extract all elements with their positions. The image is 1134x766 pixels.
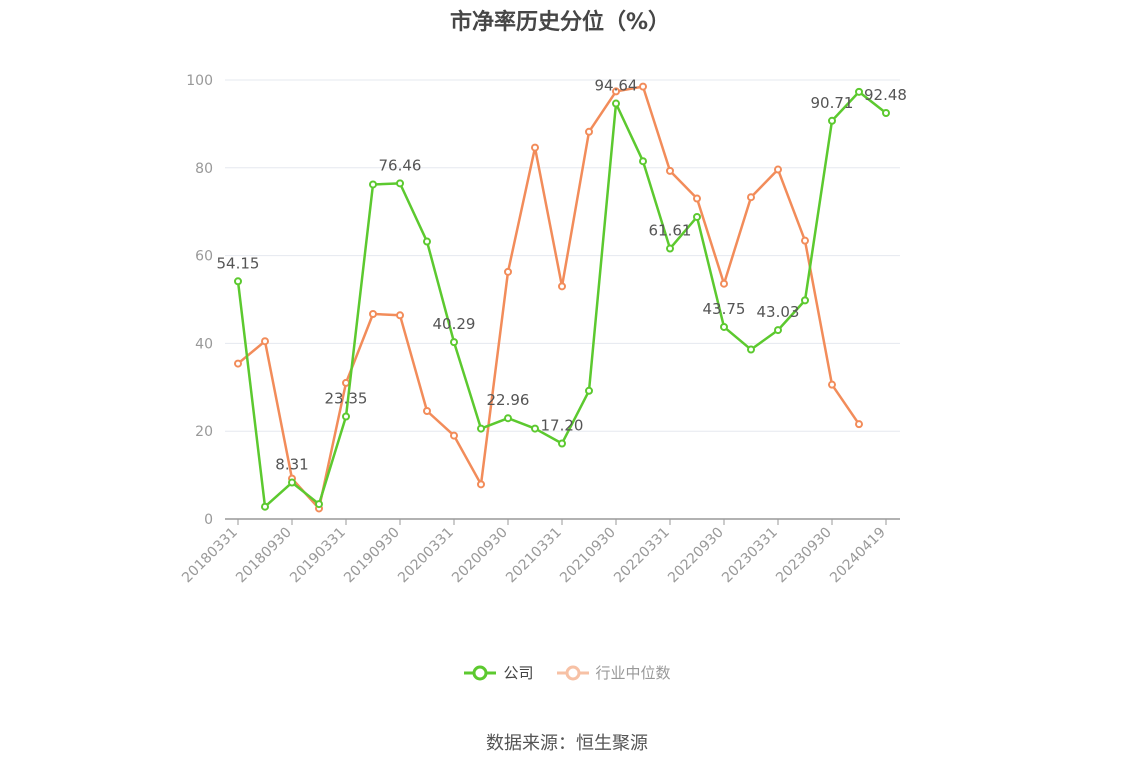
data-label: 76.46 <box>379 156 422 174</box>
data-point-industry <box>369 309 377 318</box>
data-point-industry <box>720 279 728 288</box>
data-label: 22.96 <box>487 391 530 409</box>
legend-item-industry[interactable]: 行业中位数 <box>556 662 671 683</box>
data-point-company <box>666 244 674 253</box>
data-point-industry <box>531 143 539 152</box>
data-point-company <box>882 109 890 118</box>
x-tick-label: 20230331 <box>719 525 781 587</box>
data-point-company <box>369 180 377 189</box>
data-point-company <box>558 439 566 448</box>
data-point-industry <box>612 87 620 96</box>
chart-title: 市净率历史分位（%） <box>449 10 671 35</box>
data-label: 90.71 <box>811 94 854 112</box>
line-chart: 0 20 40 60 80 100 201803312018093020190331201… <box>179 73 907 587</box>
y-tick-label: 40 <box>195 336 213 352</box>
y-tick-label: 0 <box>204 512 213 528</box>
data-point-company <box>720 322 728 331</box>
x-tick-label: 20210930 <box>557 525 619 587</box>
data-point-company <box>261 502 269 511</box>
data-point-company <box>423 237 431 246</box>
source-note: 数据来源：恒生聚源 <box>486 733 648 754</box>
data-point-industry <box>234 359 242 368</box>
grid-lines <box>225 79 900 432</box>
data-point-company <box>693 212 701 221</box>
data-point-industry <box>261 337 269 346</box>
data-point-company <box>828 116 836 125</box>
data-point-industry <box>477 480 485 489</box>
y-tick-label: 60 <box>195 249 213 265</box>
data-point-company <box>855 87 863 96</box>
series <box>234 82 890 513</box>
data-point-company <box>396 179 404 188</box>
data-point-company <box>639 157 647 166</box>
legend-line-icon-company <box>464 665 497 680</box>
data-label: 94.64 <box>595 77 638 95</box>
x-tick-label: 20190331 <box>287 525 349 587</box>
data-point-industry <box>396 311 404 320</box>
data-label: 43.03 <box>757 303 800 321</box>
data-label: 43.75 <box>703 300 746 318</box>
data-point-industry <box>693 194 701 203</box>
x-tick-label: 20230930 <box>773 525 835 587</box>
data-point-industry <box>504 267 512 276</box>
x-tick-label: 20220930 <box>665 525 727 587</box>
data-point-company <box>585 386 593 395</box>
x-tick-label: 20210331 <box>503 525 565 587</box>
x-tick-label: 20220331 <box>611 525 673 587</box>
legend: 公司 行业中位数 <box>0 662 1134 683</box>
data-point-company <box>315 500 323 509</box>
data-point-company <box>801 296 809 305</box>
data-point-company <box>342 412 350 421</box>
data-point-industry <box>828 380 836 389</box>
data-point-company <box>774 326 782 335</box>
data-point-industry <box>558 282 566 291</box>
y-tick-label: 100 <box>186 73 213 89</box>
data-point-company <box>504 414 512 423</box>
data-point-industry <box>342 378 350 387</box>
data-point-company <box>288 478 296 487</box>
data-point-industry <box>774 165 782 174</box>
data-point-industry <box>747 193 755 202</box>
data-point-industry <box>423 407 431 416</box>
data-point-company <box>234 277 242 286</box>
data-point-company <box>531 424 539 433</box>
x-axis: 2018033120180930201903312019093020200331… <box>179 518 900 587</box>
legend-item-company[interactable]: 公司 <box>463 662 534 683</box>
data-point-industry <box>666 166 674 175</box>
x-tick-label: 20200331 <box>395 525 457 587</box>
data-point-company <box>612 99 620 108</box>
x-tick-label: 20180930 <box>233 525 295 587</box>
data-label: 8.31 <box>275 456 308 474</box>
data-point-company <box>747 345 755 354</box>
y-tick-label: 20 <box>195 424 213 440</box>
data-label: 17.20 <box>541 416 584 434</box>
data-label: 23.35 <box>325 389 368 407</box>
data-label: 40.29 <box>433 315 476 333</box>
x-tick-label: 20180331 <box>179 525 241 587</box>
data-label: 54.15 <box>217 254 260 272</box>
series-line-industry <box>237 85 861 510</box>
y-axis-ticks: 0 20 40 60 80 100 <box>186 73 213 528</box>
y-tick-label: 80 <box>195 161 213 177</box>
data-point-industry <box>639 82 647 91</box>
x-tick-label: 20240419 <box>827 525 889 587</box>
legend-line-icon-industry <box>556 665 589 680</box>
data-point-industry <box>801 236 809 245</box>
data-point-company <box>450 338 458 347</box>
legend-label-industry: 行业中位数 <box>595 664 671 682</box>
data-label: 92.48 <box>864 86 907 104</box>
data-point-industry <box>450 431 458 440</box>
data-point-industry <box>855 420 863 429</box>
data-labels: 54.15 8.31 23.35 76.46 40.29 22.96 17.20 94.64 6… <box>217 77 907 474</box>
legend-label-company: 公司 <box>503 664 534 682</box>
data-point-company <box>477 424 485 433</box>
data-label: 61.61 <box>649 222 692 240</box>
x-tick-label: 20190930 <box>341 525 403 587</box>
x-tick-label: 20200930 <box>449 525 511 587</box>
data-point-industry <box>585 127 593 136</box>
